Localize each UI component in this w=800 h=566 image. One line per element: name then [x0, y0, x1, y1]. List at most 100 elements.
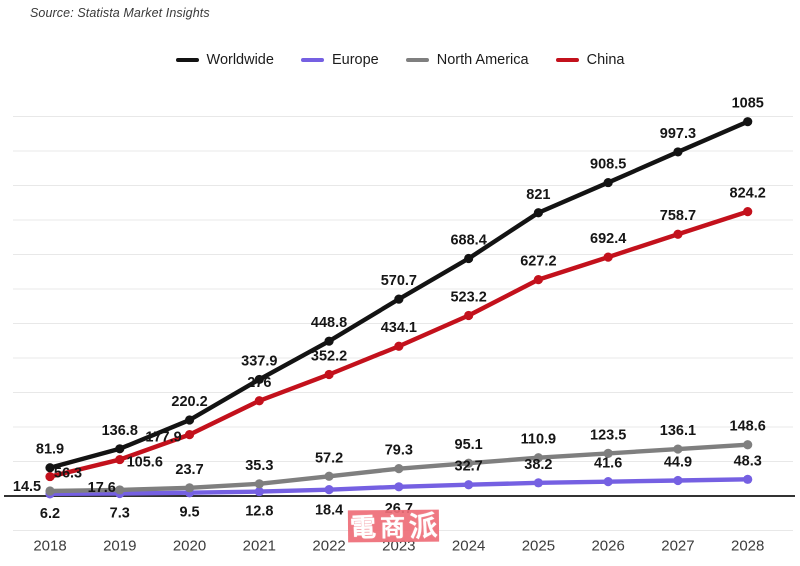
legend-label: North America — [436, 52, 529, 68]
data-label-worldwide-2025: 821 — [526, 187, 550, 203]
x-tick-2027: 2027 — [661, 538, 694, 555]
data-label-china-2022: 352.2 — [311, 348, 347, 364]
data-label-north-america-2020: 23.7 — [175, 462, 203, 478]
data-point-europe-2027 — [673, 475, 683, 486]
legend-item-worldwide: Worldwide — [175, 52, 274, 68]
legend-item-europe: Europe — [300, 52, 379, 68]
data-label-china-2028: 824.2 — [730, 186, 766, 202]
legend-line-icon — [555, 58, 579, 62]
data-point-worldwide-2021 — [254, 374, 264, 385]
data-point-china-2024 — [464, 310, 474, 321]
legend-line-icon — [175, 58, 199, 62]
x-tick-2024: 2024 — [452, 538, 485, 555]
data-point-north-america-2027 — [673, 444, 683, 454]
data-point-north-america-2026 — [603, 448, 613, 458]
data-point-china-2023 — [394, 341, 404, 351]
data-label-north-america-2027: 136.1 — [660, 423, 696, 439]
data-point-worldwide-2020 — [184, 415, 195, 425]
data-point-north-america-2028 — [743, 440, 753, 450]
data-label-china-2024: 523.2 — [450, 289, 486, 305]
data-point-europe-2024 — [464, 480, 474, 490]
data-label-worldwide-2021: 337.9 — [241, 353, 277, 369]
data-label-china-2021: 276 — [247, 375, 271, 391]
x-tick-2025: 2025 — [522, 538, 555, 555]
data-point-north-america-2020 — [184, 483, 195, 493]
data-label-europe-2026: 41.6 — [594, 456, 622, 472]
x-tick-2021: 2021 — [243, 538, 276, 555]
data-label-worldwide-2028: 1085 — [732, 96, 764, 112]
data-point-worldwide-2022 — [324, 336, 334, 346]
data-point-europe-2028 — [743, 474, 753, 484]
data-label-worldwide-2019: 136.8 — [102, 423, 138, 439]
data-label-europe-2028: 48.3 — [734, 453, 762, 469]
legend-label: Europe — [331, 52, 379, 68]
data-point-worldwide-2027 — [673, 147, 683, 157]
data-label-north-america-2026: 123.5 — [590, 427, 626, 443]
chart-legend: Worldwide Europe North America China — [0, 52, 800, 68]
x-tick-2022: 2022 — [312, 538, 345, 555]
data-label-europe-2018: 6.2 — [40, 506, 60, 522]
watermark-char: 商 — [379, 514, 406, 543]
watermark-char: 派 — [408, 509, 438, 543]
data-point-worldwide-2018 — [45, 463, 55, 473]
watermark-dianshangpai: 電商派 — [347, 509, 440, 543]
data-point-north-america-2018 — [45, 486, 55, 496]
data-point-china-2025 — [533, 275, 543, 285]
data-label-europe-2019: 7.3 — [110, 505, 130, 521]
data-label-china-2027: 758.7 — [660, 208, 696, 224]
legend-line-icon — [300, 58, 324, 62]
watermark-char: 電 — [349, 511, 377, 543]
data-point-north-america-2023 — [394, 464, 404, 474]
data-label-china-2025: 627.2 — [520, 254, 556, 270]
data-point-worldwide-2026 — [603, 177, 613, 188]
data-point-north-america-2025 — [533, 453, 543, 463]
data-point-china-2018 — [45, 471, 55, 482]
data-point-worldwide-2024 — [464, 253, 474, 264]
data-label-worldwide-2026: 908.5 — [590, 157, 626, 173]
data-label-europe-2021: 12.8 — [245, 504, 273, 520]
legend-line-icon — [405, 58, 429, 62]
legend-label: Worldwide — [206, 52, 274, 68]
data-label-worldwide-2024: 688.4 — [450, 233, 486, 249]
data-label-worldwide-2027: 997.3 — [660, 126, 696, 142]
data-label-europe-2024: 32.7 — [455, 459, 483, 475]
data-point-europe-2021 — [254, 486, 264, 497]
data-point-north-america-2021 — [254, 479, 264, 489]
data-label-north-america-2028: 148.6 — [730, 419, 766, 435]
data-label-north-america-2021: 35.3 — [245, 458, 273, 474]
data-label-worldwide-2020: 220.2 — [171, 394, 207, 410]
data-label-china-2020: 177.9 — [145, 430, 181, 446]
data-point-north-america-2022 — [324, 471, 334, 481]
data-label-china-2026: 692.4 — [590, 231, 626, 247]
legend-label: China — [586, 52, 625, 68]
data-point-north-america-2024 — [464, 458, 474, 468]
data-label-north-america-2022: 57.2 — [315, 450, 343, 466]
data-label-china-2023: 434.1 — [381, 320, 417, 336]
data-label-europe-2022: 18.4 — [315, 503, 343, 519]
data-point-china-2020 — [184, 430, 195, 440]
data-point-europe-2026 — [603, 477, 613, 487]
data-label-north-america-2025: 110.9 — [521, 432, 557, 448]
data-label-north-america-2019: 17.6 — [88, 480, 116, 496]
x-tick-2026: 2026 — [591, 538, 624, 555]
data-point-north-america-2019 — [115, 485, 125, 495]
data-point-china-2028 — [743, 207, 753, 217]
legend-item-china: China — [555, 52, 625, 68]
data-label-europe-2020: 9.5 — [179, 505, 199, 521]
source-caption: Source: Statista Market Insights — [30, 6, 210, 20]
data-point-europe-2023 — [394, 482, 404, 492]
data-label-china-2018: 56.3 — [54, 466, 82, 482]
data-point-worldwide-2025 — [533, 208, 543, 218]
data-label-north-america-2023: 79.3 — [385, 443, 413, 459]
data-label-china-2019: 105.6 — [127, 455, 163, 471]
x-tick-2020: 2020 — [173, 538, 206, 555]
data-point-worldwide-2019 — [115, 444, 125, 454]
data-point-europe-2022 — [324, 485, 334, 495]
data-label-worldwide-2022: 448.8 — [311, 315, 347, 331]
data-point-china-2019 — [115, 454, 125, 465]
data-point-europe-2025 — [533, 478, 543, 488]
data-label-north-america-2018: 14.5 — [13, 479, 41, 495]
data-label-europe-2025: 38.2 — [524, 457, 552, 473]
